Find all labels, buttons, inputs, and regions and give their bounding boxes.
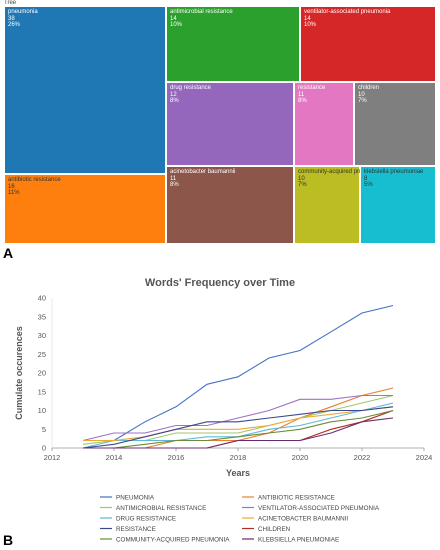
x-tick-label: 2016	[168, 453, 185, 462]
treemap-tile: antibiotic resistance 16 11%	[4, 174, 166, 244]
panel-label-a: A	[3, 245, 14, 261]
legend-label: RESISTANCE	[116, 526, 156, 533]
treemap-tile-label: klebsiella pneumoniae	[364, 169, 424, 175]
treemap-tile-text: ventilator-associated pneumonia 14 10%	[304, 9, 390, 29]
treemap-tile-label: resistance	[298, 85, 326, 91]
treemap-tile-label: children	[358, 85, 380, 91]
x-tick-label: 2012	[44, 453, 61, 462]
treemap-tile-label: antimicrobial resistance	[170, 9, 233, 15]
treemap-tile-count: 8	[364, 175, 368, 182]
x-tick-label: 2018	[230, 453, 247, 462]
legend-label: ANTIBIOTIC RESISTANCE	[258, 495, 335, 502]
treemap-tile-label: antibiotic resistance	[8, 177, 61, 183]
treemap-tile: acinetobacter baumannii 11 8%	[166, 166, 294, 244]
treemap-tile-text: resistance 11 8%	[298, 85, 325, 105]
y-tick-label: 40	[38, 294, 46, 303]
x-axis-label: Years	[226, 468, 250, 478]
legend-label: VENTILATOR-ASSOCIATED PNEUMONIA	[258, 505, 380, 512]
series-line	[82, 406, 394, 449]
y-tick-label: 30	[38, 331, 46, 340]
treemap-tile-count: 14	[304, 15, 311, 22]
treemap-tile-percent: 8%	[170, 182, 179, 188]
x-tick-label: 2014	[106, 453, 123, 462]
treemap-tile-count: 38	[8, 15, 15, 22]
series-line	[83, 304, 394, 442]
treemap-tile: children 10 7%	[354, 82, 436, 166]
y-tick-label: 0	[42, 444, 46, 453]
treemap-tile-text: pneumonia 38 26%	[8, 9, 38, 29]
series-line	[83, 417, 394, 449]
x-tick-label: 2024	[416, 453, 433, 462]
treemap-tile-percent: 10%	[304, 22, 317, 28]
series-line	[82, 394, 393, 442]
y-axis-label: Cumulate occurences	[14, 326, 24, 420]
y-tick-label: 5	[42, 425, 46, 434]
legend-label: KLEBSIELLA PNEUMONIAE	[258, 537, 339, 544]
treemap-tile-count: 12	[170, 91, 177, 98]
legend-label: ACINETOBACTER BAUMANNII	[258, 516, 348, 523]
treemap-tile-percent: 11%	[8, 190, 20, 196]
treemap-tile-label: ventilator-associated pneumonia	[304, 9, 391, 15]
series-line	[83, 406, 394, 442]
treemap-tile-percent: 7%	[358, 98, 367, 104]
treemap-tile-percent: 7%	[298, 182, 307, 188]
treemap-tile-percent: 8%	[298, 98, 307, 104]
treemap-tile: community-acquired pneumonia 10 7%	[294, 166, 383, 244]
treemap-tile-text: acinetobacter baumannii 11 8%	[170, 169, 235, 189]
legend-label: ANTIMICROBIAL RESISTANCE	[116, 505, 206, 512]
treemap-tile-count: 10	[358, 91, 365, 98]
treemap-tile: resistance 11 8%	[294, 82, 354, 166]
treemap-panel: Tree pneumonia 38 26% antibiotic resistance…	[0, 0, 440, 264]
x-tick-label: 2020	[292, 453, 309, 462]
x-tick-label: 2022	[354, 453, 371, 462]
treemap-tile: pneumonia 38 26%	[4, 6, 166, 174]
y-tick-label: 10	[38, 406, 46, 415]
treemap-tile-text: antimicrobial resistance 14 10%	[170, 9, 233, 29]
treemap-tile-count: 16	[8, 183, 15, 190]
treemap-tile-text: community-acquired pneumonia 10 7%	[298, 169, 383, 189]
treemap-tile-percent: 5%	[364, 182, 373, 188]
legend-label: COMMUNITY-ACQUIRED PNEUMONIA	[116, 537, 230, 544]
treemap-tile-count: 10	[298, 175, 305, 182]
y-tick-label: 15	[38, 387, 46, 396]
treemap-tile-label: drug resistance	[170, 85, 212, 91]
treemap-tile-label: community-acquired pneumonia	[298, 169, 384, 175]
treemap-tile-percent: 8%	[170, 98, 179, 104]
treemap-tile-text: klebsiella pneumoniae 8 5%	[364, 169, 423, 189]
treemap-tile: ventilator-associated pneumonia 14 10%	[300, 6, 436, 82]
chart-title: Words' Frequency over Time	[145, 277, 295, 289]
y-tick-label: 35	[38, 312, 46, 321]
treemap-tile: klebsiella pneumoniae 8 5%	[360, 166, 436, 244]
treemap-tile-label: acinetobacter baumannii	[170, 169, 236, 175]
treemap-tile-percent: 10%	[170, 22, 183, 28]
y-tick-label: 20	[38, 369, 46, 378]
treemap-tile-percent: 26%	[8, 22, 21, 28]
treemap-tile-count: 11	[298, 91, 305, 98]
treemap-tile-text: drug resistance 12 8%	[170, 85, 211, 105]
y-tick-label: 25	[38, 350, 46, 359]
panel-label-b: B	[3, 532, 14, 548]
line-chart: Words' Frequency over Time 0 5 10 15 20 25 30 35…	[14, 277, 433, 544]
treemap-tile: drug resistance 12 8%	[166, 82, 294, 166]
legend-label: DRUG RESISTANCE	[116, 516, 176, 523]
legend-label: PNEUMONIA	[116, 495, 155, 502]
treemap-tile-text: antibiotic resistance 16 11%	[8, 177, 61, 197]
legend-label: CHILDREN	[258, 526, 291, 533]
treemap-tile-text: children 10 7%	[358, 85, 379, 105]
series-line	[83, 409, 394, 449]
treemap-tile: antimicrobial resistance 14 10%	[166, 6, 300, 82]
treemap-tile-label: pneumonia	[8, 9, 38, 15]
treemap-tile-count: 11	[170, 175, 177, 182]
treemap-tile-count: 14	[170, 15, 177, 22]
treemap-title: Tree	[4, 0, 17, 6]
